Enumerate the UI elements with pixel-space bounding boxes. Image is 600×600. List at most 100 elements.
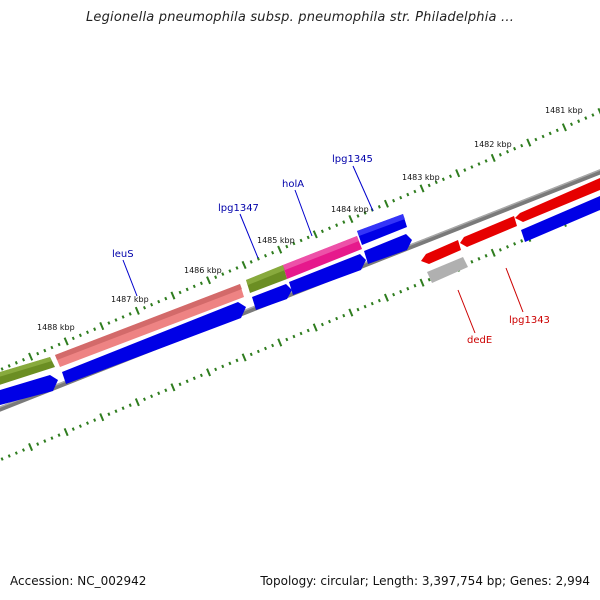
outer-scale-tick — [134, 306, 140, 315]
gene-label-holA[interactable]: holA — [282, 179, 304, 190]
inner-scale-tick — [513, 242, 517, 246]
outer-scale-tick — [392, 198, 396, 203]
gene-label-leuS[interactable]: leuS — [112, 249, 134, 260]
inner-scale-tick — [477, 257, 481, 261]
inner-scale-tick — [249, 352, 253, 357]
leader-lpg1345 — [352, 165, 374, 212]
outer-scale-tick — [505, 149, 510, 154]
gene-red-3[interactable] — [515, 178, 600, 222]
inner-scale-tick — [36, 442, 40, 446]
gene-label-lpg1343[interactable]: lpg1343 — [509, 315, 550, 326]
inner-scale-tick — [399, 289, 403, 294]
inner-scale-tick — [427, 277, 431, 282]
outer-scale-tick — [128, 312, 132, 316]
inner-scale-tick — [520, 239, 524, 243]
outer-scale-tick — [363, 211, 367, 215]
inner-scale-tick — [271, 343, 275, 348]
inner-scale-tick — [57, 433, 61, 437]
gene-red-2[interactable] — [460, 216, 517, 247]
gene-label-dedE[interactable]: dedE — [467, 335, 492, 346]
inner-scale-tick — [14, 451, 18, 455]
gene-label-lpg1345[interactable]: lpg1345 — [332, 154, 373, 165]
gene-forward-blue-1[interactable] — [0, 375, 58, 406]
inner-scale-tick — [419, 278, 425, 287]
inner-scale-tick — [121, 406, 125, 410]
outer-scale-tick — [28, 352, 34, 361]
gene-red-1[interactable] — [421, 240, 461, 264]
outer-scale-tick — [57, 342, 61, 347]
inner-scale-tick — [93, 418, 97, 422]
inner-scale-tick — [490, 248, 496, 257]
gene-forward-blue-3[interactable] — [252, 284, 292, 310]
inner-scale-tick — [235, 358, 239, 363]
inner-scale-tick — [285, 337, 289, 342]
leader-dedE — [457, 289, 476, 334]
inner-scale-tick — [263, 346, 268, 351]
outer-scale-tick — [584, 116, 588, 120]
outer-scale-tick — [114, 318, 118, 322]
outer-scale-tick — [50, 345, 54, 350]
outer-scale-tick — [383, 199, 389, 208]
scale-label-1481: 1481 kbp — [545, 106, 583, 115]
inner-scale-tick — [342, 313, 346, 318]
gene-forward-blue-5[interactable] — [364, 234, 412, 264]
outer-scale-tick — [78, 333, 82, 338]
outer-scale-tick — [377, 205, 381, 209]
inner-scale-tick — [28, 443, 34, 452]
inner-scale-tick — [164, 388, 168, 393]
inner-scale-tick — [21, 448, 26, 452]
gene-forward-blue-4[interactable] — [289, 254, 366, 295]
inner-scale-tick — [363, 304, 367, 309]
outer-scale-tick — [43, 348, 47, 353]
outer-scale-tick — [356, 214, 360, 218]
topology-summary: Topology: circular; Length: 3,397,754 bp… — [260, 574, 590, 588]
gene-right-blue[interactable] — [521, 196, 600, 242]
inner-scale-tick — [312, 323, 318, 332]
outer-scale-tick — [399, 195, 403, 200]
scale-label-1488: 1488 kbp — [37, 323, 75, 332]
outer-scale-tick — [548, 131, 552, 136]
inner-scale-tick — [85, 421, 90, 425]
inner-scale-tick — [292, 334, 296, 339]
inner-scale-tick — [241, 353, 247, 362]
outer-scale-tick — [277, 245, 283, 254]
outer-scale-tick — [249, 260, 253, 264]
inner-scale-tick — [78, 424, 82, 428]
outer-scale-tick — [342, 220, 346, 224]
forward-strand-genes — [0, 214, 412, 406]
outer-scale-tick — [214, 275, 218, 279]
inner-scale-tick — [221, 364, 225, 369]
outer-scale-tick — [121, 315, 125, 319]
outer-scale-tick — [185, 287, 189, 292]
outer-scale-tick — [107, 321, 111, 325]
outer-scale-tick — [490, 153, 496, 162]
inner-scale-tick — [206, 368, 212, 377]
outer-scale-tick — [448, 174, 453, 179]
outer-scale-tick — [36, 351, 40, 356]
outer-scale-tick — [221, 272, 225, 276]
outer-scale-tick — [99, 322, 105, 331]
scale-label-1487: 1487 kbp — [111, 295, 149, 304]
outer-scale-tick — [299, 238, 303, 243]
gene-label-lpg1347[interactable]: lpg1347 — [218, 203, 259, 214]
outer-scale-tick — [477, 162, 481, 166]
outer-scale-tick — [470, 165, 474, 169]
outer-scale-tick — [142, 305, 147, 310]
gene-forward-blue-2[interactable] — [62, 302, 246, 384]
scale-label-1485: 1485 kbp — [257, 236, 295, 245]
outer-scale-tick — [306, 235, 310, 240]
outer-scale-tick — [327, 226, 332, 231]
outer-scale-tick — [569, 122, 574, 127]
outer-scale-tick — [526, 138, 532, 147]
outer-scale-tick — [591, 113, 595, 117]
outer-scale-tick — [157, 299, 161, 304]
outer-scale-tick — [434, 180, 438, 185]
inner-scale-tick — [320, 322, 324, 327]
inner-scale-tick — [505, 245, 510, 249]
gene-dedE[interactable] — [427, 257, 468, 283]
map-title: Legionella pneumophila subsp. pneumophil… — [85, 10, 515, 25]
inner-scale-tick — [377, 298, 381, 303]
outer-scale-tick — [335, 223, 339, 227]
leader-holA — [294, 189, 313, 237]
inner-scale-tick — [277, 338, 283, 347]
